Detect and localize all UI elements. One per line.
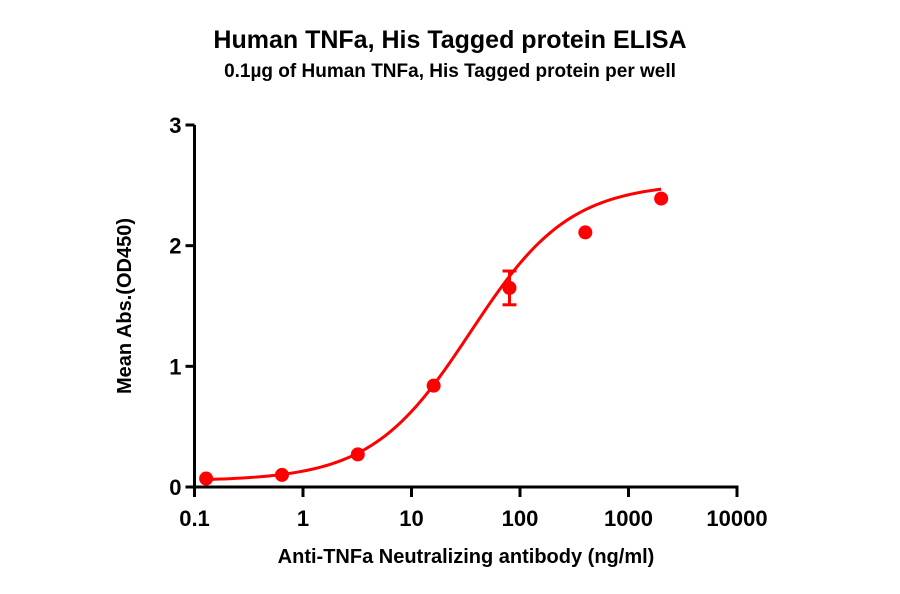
data-point — [274, 467, 289, 482]
axes: 0 1 2 3 0.1 1 10 100 1000 10000 — [169, 113, 767, 531]
x-tick-label: 10 — [399, 506, 423, 531]
x-axis-label: Anti-TNFa Neutralizing antibody (ng/ml) — [278, 546, 655, 568]
y-tick-label: 1 — [169, 354, 181, 379]
data-point — [654, 191, 669, 206]
x-tick-label: 1000 — [604, 506, 653, 531]
data-point — [502, 280, 517, 295]
data-point — [426, 378, 441, 393]
chart-subtitle: 0.1µg of Human TNFa, His Tagged protein … — [224, 61, 676, 82]
data-points — [199, 191, 669, 486]
x-tick-label: 10000 — [706, 506, 767, 531]
data-point — [350, 447, 365, 462]
data-point — [578, 225, 593, 240]
x-tick-label: 0.1 — [179, 506, 210, 531]
chart-title: Human TNFa, His Tagged protein ELISA — [213, 26, 687, 54]
y-tick-label: 2 — [169, 234, 181, 259]
y-tick-label: 3 — [169, 113, 181, 138]
fit-curve-line — [206, 187, 662, 482]
y-tick-label: 0 — [169, 475, 181, 500]
data-point — [199, 471, 214, 486]
x-tick-label: 1 — [297, 506, 309, 531]
y-axis-label: Mean Abs.(OD450) — [114, 218, 136, 394]
x-tick-label: 100 — [502, 506, 539, 531]
fit-curve — [206, 187, 662, 482]
